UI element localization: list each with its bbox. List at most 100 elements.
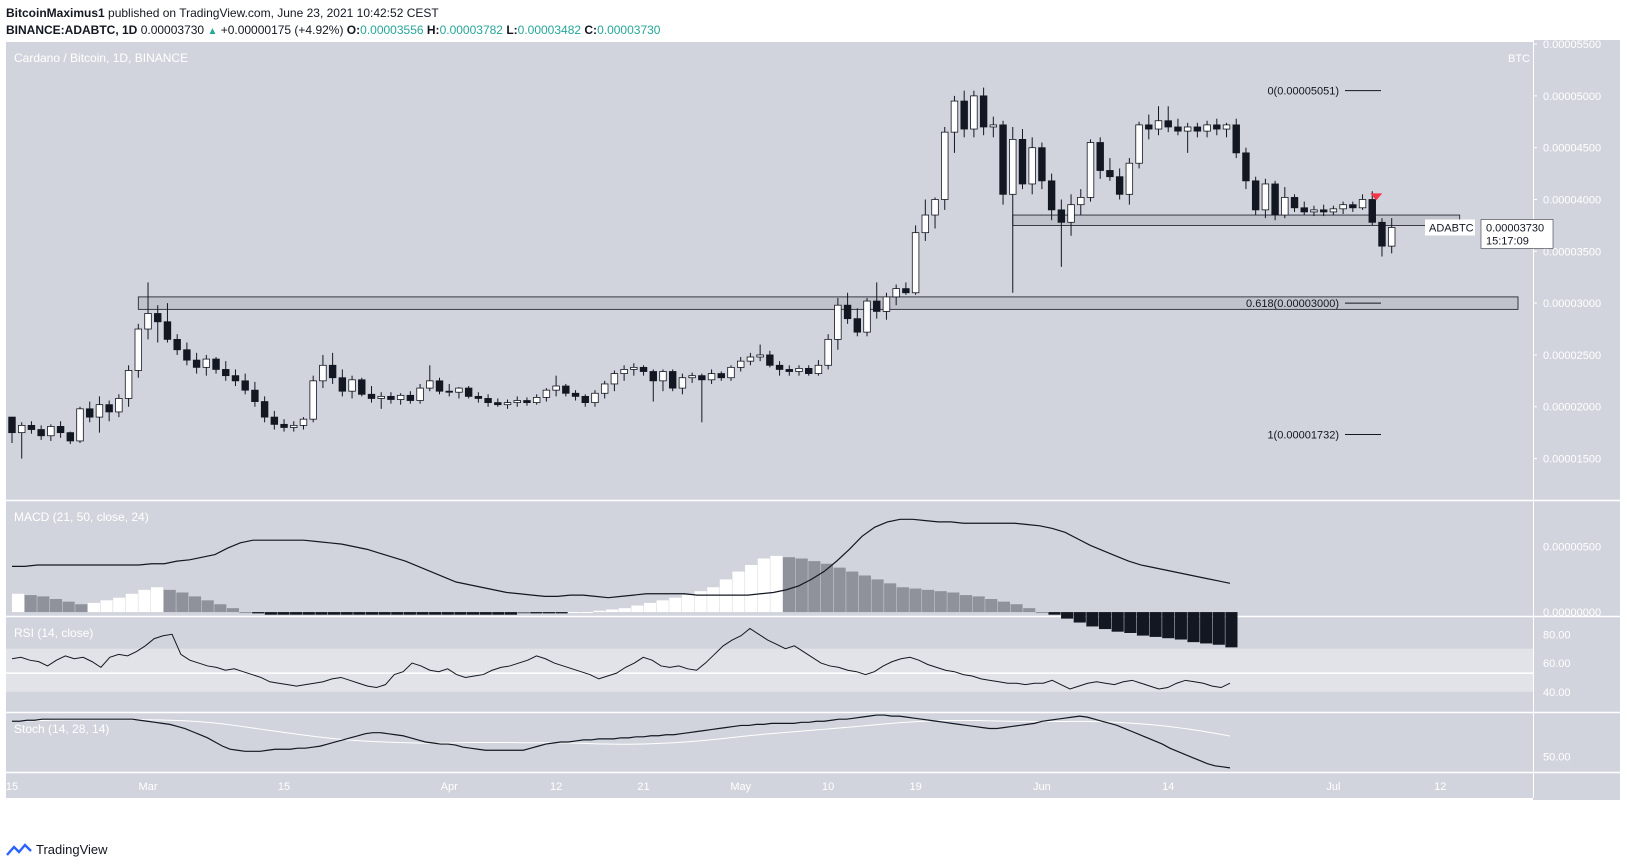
candle-body (1106, 170, 1114, 178)
last-price: 0.00003730 (140, 23, 205, 37)
candle-body (970, 95, 978, 130)
candle-body (1203, 124, 1211, 132)
macd-histogram-bar (125, 593, 138, 613)
candle-body (1358, 199, 1367, 209)
close-label: C: (584, 23, 598, 37)
candle-body (348, 379, 356, 392)
candle-body (484, 398, 492, 403)
publish-line: BitcoinMaximus1 published on TradingView… (6, 6, 439, 20)
candle-body (620, 369, 628, 374)
macd-histogram-bar (1136, 612, 1150, 636)
macd-tick-label: 0.00000000 (1543, 607, 1601, 619)
support-resistance-zone (1012, 214, 1461, 226)
tradingview-brand[interactable]: TradingView (36, 842, 108, 857)
macd-histogram-bar (492, 612, 505, 615)
candle-body (1057, 209, 1066, 223)
macd-histogram-bar (997, 601, 1010, 613)
macd-histogram-bar (226, 608, 240, 613)
candle-body (1183, 126, 1192, 132)
macd-histogram-bar (593, 610, 606, 613)
macd-histogram-bar (732, 571, 745, 613)
candle-body (1281, 197, 1289, 216)
time-tick-label: 10 (822, 781, 834, 793)
stoch-pane-label: Stoch (14, 28, 14) (14, 722, 109, 736)
macd-histogram-bar (555, 612, 568, 614)
macd-histogram-bar (1225, 612, 1238, 648)
candle-body (1349, 204, 1357, 209)
macd-histogram-bar (138, 589, 151, 613)
candle-body (192, 359, 201, 368)
candle-body (1251, 180, 1260, 211)
down-triangle-marker (1370, 193, 1383, 201)
symbol-tag-label: ADABTC (1429, 222, 1474, 234)
candle-body (824, 338, 832, 366)
candle-body (134, 328, 143, 371)
last-price-countdown: 15:17:09 (1486, 235, 1529, 247)
candle-body (1047, 180, 1056, 211)
candle-body (1213, 124, 1221, 130)
macd-histogram-bar (606, 609, 619, 613)
candle-body (863, 300, 871, 333)
macd-histogram-bar (188, 596, 202, 613)
macd-histogram-bar (479, 612, 492, 615)
candle-body (1125, 162, 1134, 195)
macd-histogram-bar (846, 571, 859, 613)
ohlc-line: BINANCE:ADABTC, 1D 0.00003730 ▲ +0.00000… (6, 23, 660, 37)
time-tick-label: Apr (441, 781, 458, 793)
candle-body (309, 380, 317, 420)
macd-pane-label: MACD (21, 50, close, 24) (14, 510, 149, 524)
open-value: 0.00003556 (360, 23, 424, 37)
candle-body (882, 296, 891, 312)
candle-body (1261, 183, 1270, 211)
candle-body (552, 385, 560, 391)
candle-body (251, 389, 259, 402)
candle-body (241, 380, 249, 391)
candle-body (688, 375, 696, 379)
macd-histogram-bar (441, 612, 454, 615)
candle-body (231, 375, 240, 382)
macd-histogram-bar (454, 612, 467, 615)
candle-body (562, 385, 570, 394)
candle-body (66, 432, 75, 442)
macd-histogram-bar (49, 599, 63, 613)
stoch-tick-label: 50.00 (1543, 751, 1571, 763)
macd-histogram-bar (947, 592, 960, 613)
macd-histogram-bar (302, 612, 315, 615)
macd-histogram-bar (214, 604, 227, 613)
candle-body (1018, 139, 1027, 185)
macd-histogram-bar (37, 596, 50, 613)
candle-body (494, 402, 502, 406)
candle-body (1368, 199, 1376, 223)
macd-histogram-bar (1212, 612, 1225, 645)
macd-histogram-bar (530, 612, 543, 614)
macd-histogram-bar (922, 589, 935, 613)
price-unit-label: BTC (1508, 53, 1530, 65)
time-tick-label: 12 (1434, 781, 1446, 793)
candle-body (86, 408, 94, 418)
author-name[interactable]: BitcoinMaximus1 (6, 6, 105, 20)
candle-body (1038, 147, 1046, 182)
candle-body (571, 392, 580, 397)
macd-histogram-bar (1187, 612, 1200, 643)
macd-line (12, 518, 1231, 599)
macd-histogram-bar (1174, 612, 1187, 640)
macd-histogram-bar (694, 591, 707, 613)
macd-histogram-bar (62, 601, 75, 613)
candle-body (1300, 207, 1308, 213)
candle-body (474, 395, 483, 399)
candle-body (1387, 227, 1396, 247)
macd-histogram-bar (264, 612, 277, 615)
candle-body (367, 393, 376, 399)
macd-histogram-bar (985, 599, 998, 613)
candle-body (649, 371, 657, 382)
candle-body (668, 371, 677, 389)
macd-histogram-bar (833, 567, 846, 613)
candle-body (610, 373, 619, 385)
macd-histogram-bar (290, 612, 303, 615)
macd-histogram-bar (909, 588, 922, 613)
macd-histogram-bar (1010, 604, 1023, 613)
candle-body (144, 313, 152, 330)
candle-body (532, 397, 541, 403)
candle-body (396, 394, 405, 400)
